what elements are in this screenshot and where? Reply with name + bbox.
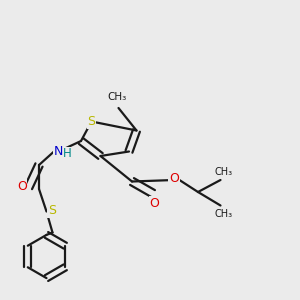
Text: CH₃: CH₃ xyxy=(214,167,232,177)
Text: CH₃: CH₃ xyxy=(214,209,232,219)
Text: CH₃: CH₃ xyxy=(107,92,127,103)
Text: O: O xyxy=(169,172,179,185)
Text: S: S xyxy=(48,204,56,217)
Text: O: O xyxy=(17,179,27,193)
Text: O: O xyxy=(150,196,159,210)
Text: S: S xyxy=(88,115,95,128)
Text: H: H xyxy=(63,147,72,161)
Text: N: N xyxy=(54,145,63,158)
